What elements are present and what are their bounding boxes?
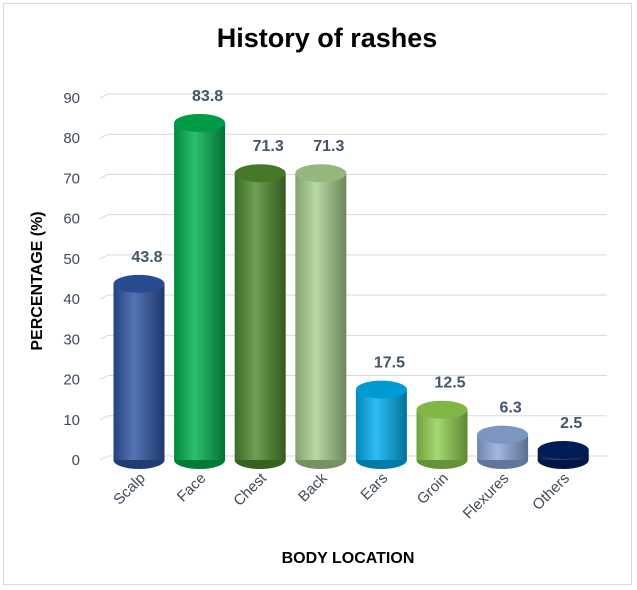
category-label: Flexures <box>460 470 513 523</box>
y-tick-label: 30 <box>63 331 80 348</box>
x-axis-title: BODY LOCATION <box>282 550 415 567</box>
y-tick-label: 80 <box>63 130 80 147</box>
category-label: Chest <box>230 469 270 509</box>
bar-top <box>537 440 589 459</box>
y-tick-label: 60 <box>63 211 80 228</box>
data-labels: 43.8 83.8 71.3 71.3 17.5 12.5 6.3 2.5 <box>131 88 582 432</box>
y-tick-label: 90 <box>63 90 80 107</box>
y-tick-label: 40 <box>63 291 80 308</box>
y-axis-title: PERCENTAGE (%) <box>29 211 46 350</box>
y-tick-label: 10 <box>63 412 80 429</box>
data-label: 2.5 <box>560 415 582 432</box>
y-tick-label: 20 <box>63 372 80 389</box>
gridline-side <box>99 375 109 381</box>
bar-body <box>355 389 407 460</box>
bar-body <box>174 122 226 460</box>
gridline-side <box>99 93 109 99</box>
bar-groin <box>416 400 468 469</box>
gridline-side <box>99 455 109 461</box>
bar-top <box>416 400 468 419</box>
bar-top <box>113 274 165 293</box>
gridline-side <box>99 294 109 300</box>
chart-title: History of rashes <box>217 23 438 53</box>
bar-chest <box>234 164 286 469</box>
bar-ears <box>355 380 407 469</box>
gridline-side <box>99 173 109 179</box>
data-label: 71.3 <box>313 138 344 155</box>
y-tick-label: 70 <box>63 170 80 187</box>
gridline-side <box>99 214 109 220</box>
bar-face <box>174 113 226 469</box>
data-label: 6.3 <box>499 400 521 417</box>
category-label: Others <box>529 470 573 514</box>
bar-body <box>113 283 165 460</box>
y-tick-label: 0 <box>72 452 80 469</box>
gridline-side <box>99 254 109 260</box>
category-labels: Scalp Face Chest Back Ears Groin Flexures Other… <box>110 469 573 522</box>
data-label: 71.3 <box>253 138 284 155</box>
category-label: Scalp <box>110 470 149 509</box>
bar-top <box>355 380 407 399</box>
bar-flexures <box>477 425 529 469</box>
data-label: 17.5 <box>374 355 405 372</box>
gridline-side <box>99 133 109 139</box>
bar-body <box>234 173 286 460</box>
category-label: Ears <box>357 470 391 504</box>
gridline-side <box>99 415 109 421</box>
category-label: Face <box>174 470 210 506</box>
bar-scalp <box>113 274 165 469</box>
bar-others <box>537 440 589 469</box>
data-label: 12.5 <box>434 375 465 392</box>
y-tick-labels: 0 10 20 30 40 50 60 70 80 90 <box>63 90 80 469</box>
data-label: 83.8 <box>192 88 223 105</box>
gridline-side <box>99 334 109 340</box>
bar-top <box>295 164 347 183</box>
bar-top <box>234 164 286 183</box>
bar-body <box>295 173 347 460</box>
category-label: Back <box>295 469 331 505</box>
category-label: Groin <box>414 470 452 508</box>
bar-back <box>295 164 347 469</box>
bar-top <box>174 113 226 132</box>
data-label: 43.8 <box>131 249 162 266</box>
bars <box>113 113 589 469</box>
bar-top <box>477 425 529 444</box>
y-tick-label: 50 <box>63 251 80 268</box>
